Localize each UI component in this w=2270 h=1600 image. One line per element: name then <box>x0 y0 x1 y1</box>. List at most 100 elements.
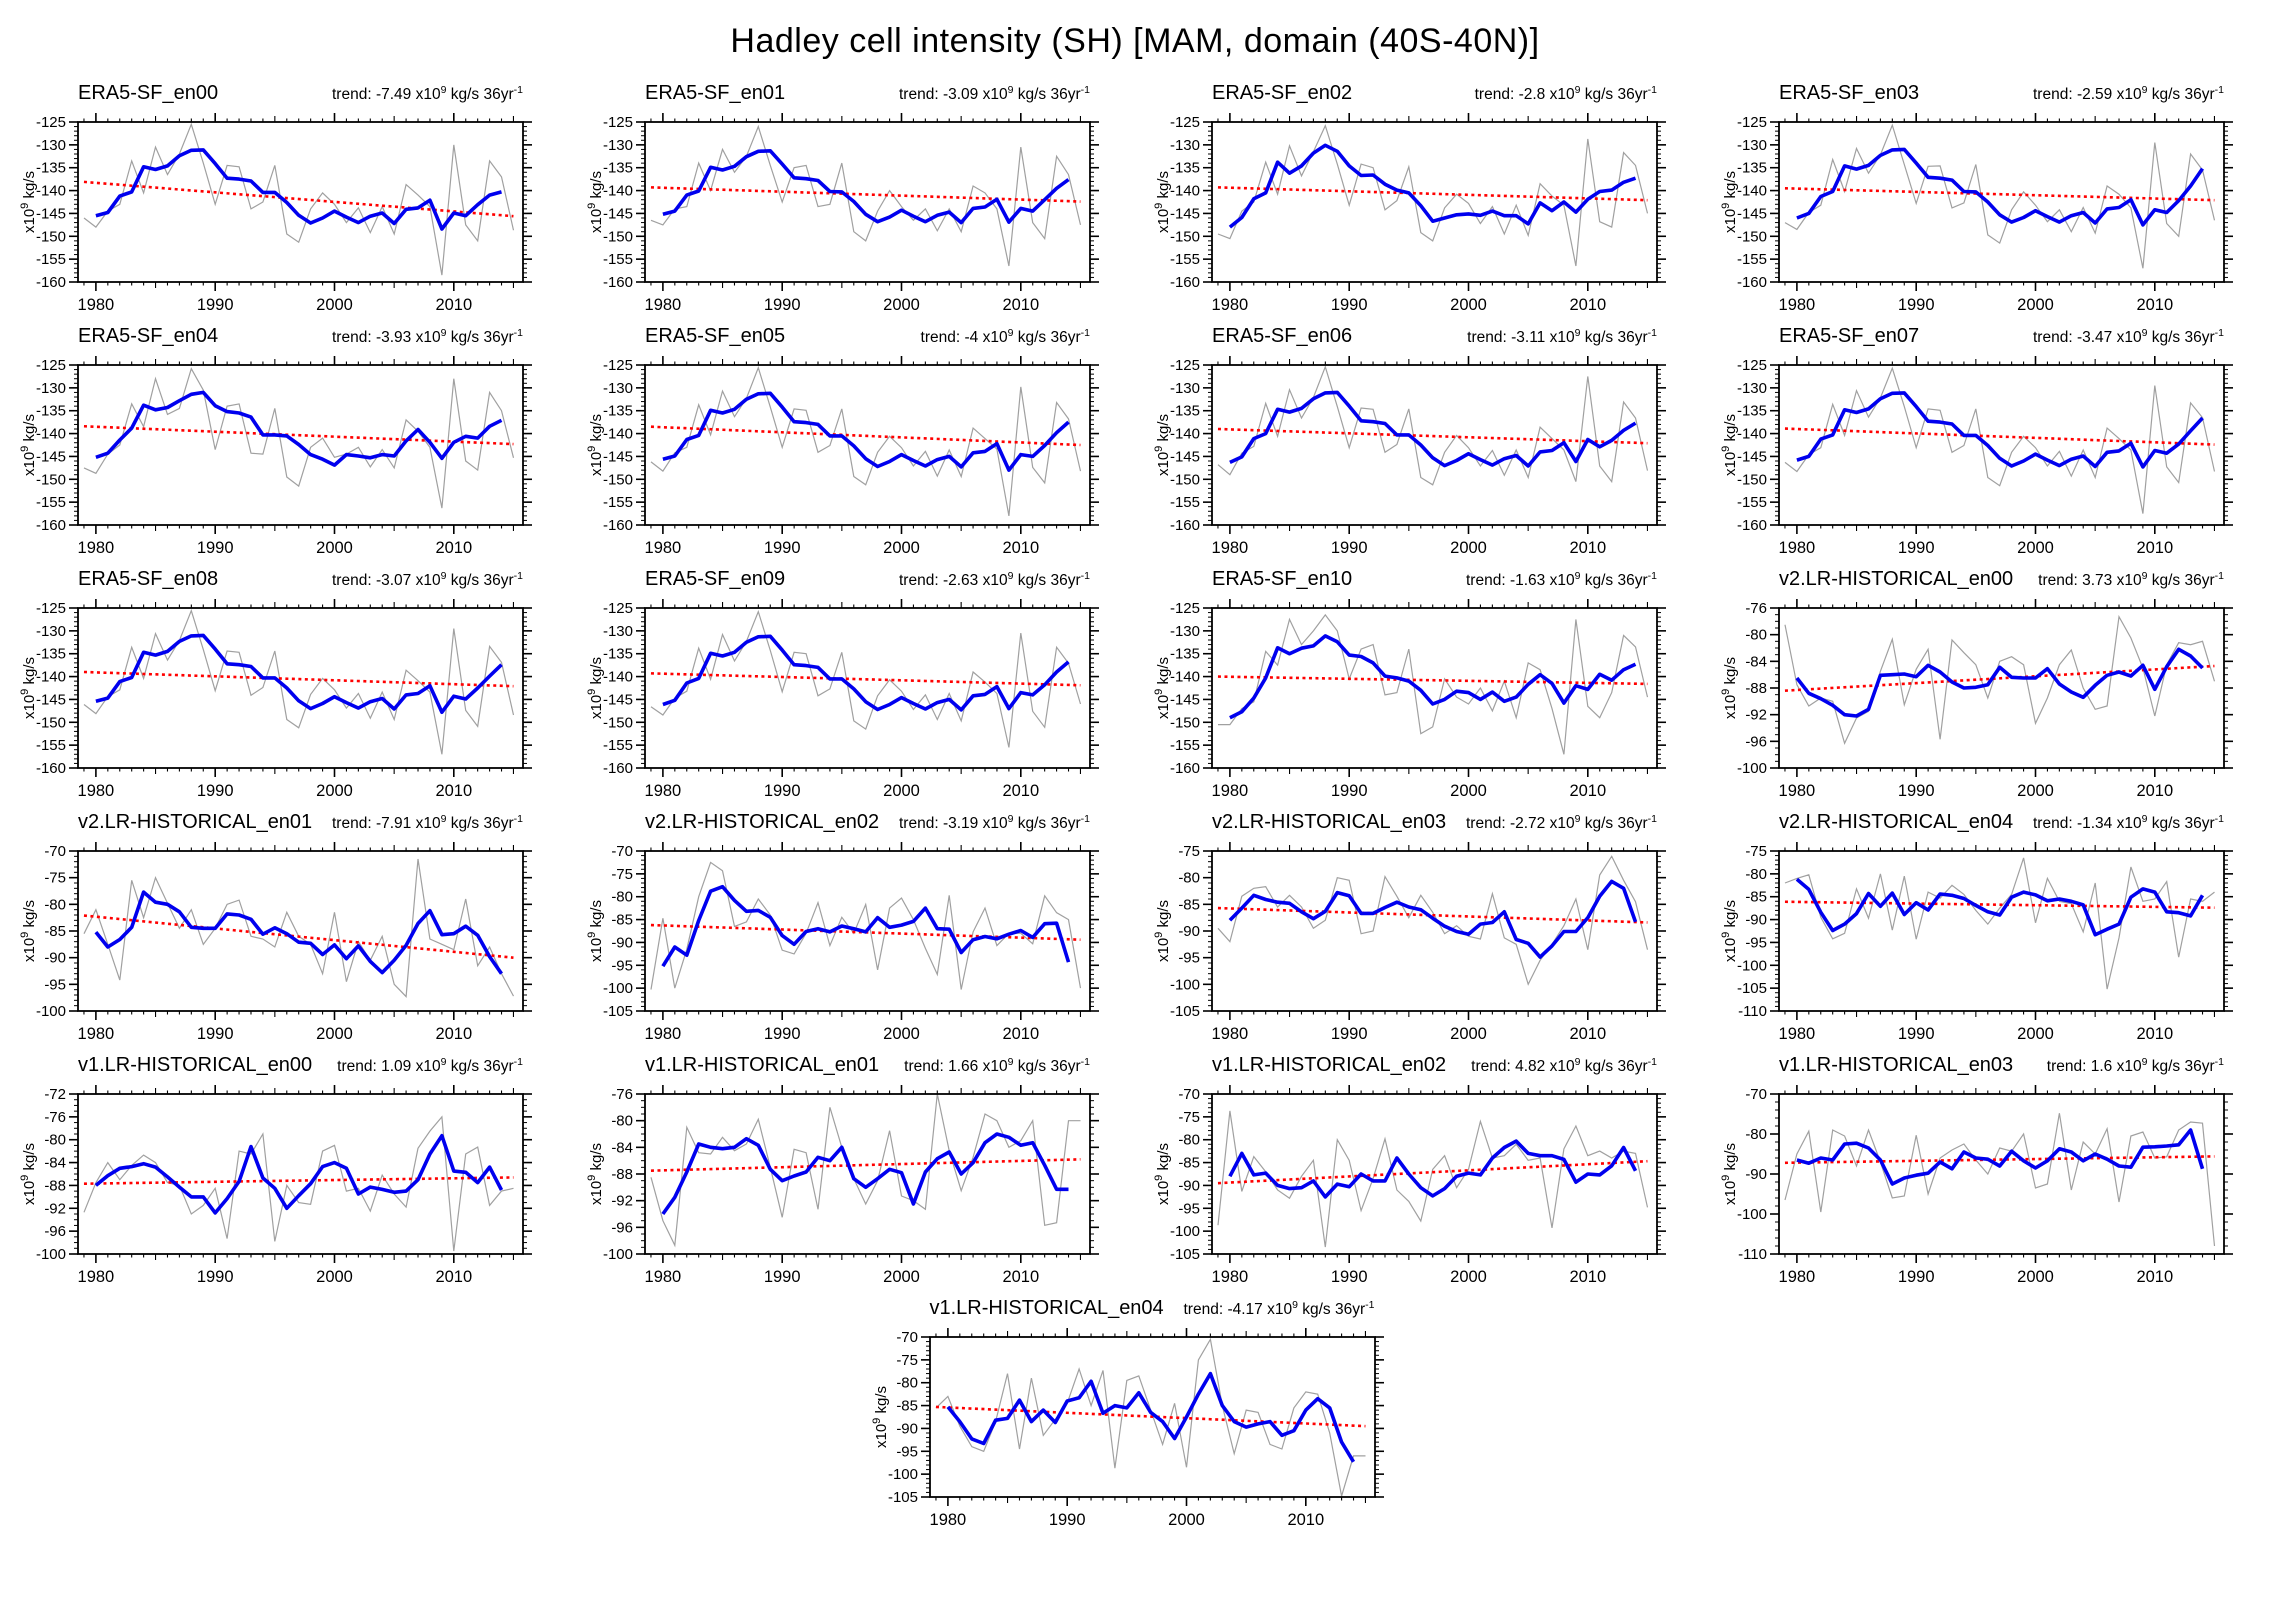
x-tick-label: 2010 <box>2136 1025 2173 1043</box>
panel-row: ERA5-SF_en08 trend: -3.07 x109 kg/s 36yr-… <box>0 568 2270 811</box>
x-tick-label: 2000 <box>2017 1268 2054 1286</box>
trend-annotation-part: trend: <box>2033 329 2077 346</box>
y-tick-label: -75 <box>611 866 633 883</box>
y-tick-label: -145 <box>1737 205 1767 222</box>
x-tick-label: 1990 <box>1331 1025 1368 1043</box>
chart-era5-sf-en05: 1980 1990 2000 2010 -125 -130 -135 -140 -145 -150… <box>586 356 1099 557</box>
panel-header: v1.LR-HISTORICAL_en00 trend: 1.09 x109 kg… <box>0 1054 567 1082</box>
y-tick-label: -70 <box>896 1329 918 1346</box>
x-tick-label: 1980 <box>1779 1025 1816 1043</box>
trend-annotation-part: kg/s 36yr <box>446 1058 514 1075</box>
panel-row: ERA5-SF_en04 trend: -3.93 x109 kg/s 36yr-… <box>0 325 2270 568</box>
trend-line <box>650 1158 1081 1172</box>
x-tick-label: 1990 <box>1048 1511 1085 1529</box>
smoothed-series-line <box>95 633 503 714</box>
y-tick-label: -160 <box>1737 274 1767 291</box>
y-tick-label: -125 <box>1170 114 1200 131</box>
panel-v2-lr-historical-en03: v2.LR-HISTORICAL_en03 trend: -2.72 x109 k… <box>1134 811 1701 1054</box>
trend-annotation-part: 9 <box>440 812 447 825</box>
y-tick-label: -100 <box>36 1246 66 1263</box>
panel-header: ERA5-SF_en01 trend: -3.09 x109 kg/s 36yr-… <box>567 82 1134 110</box>
smoothed-series-line <box>1795 647 2204 718</box>
raw-series-line <box>1217 364 1649 486</box>
chart-v1-lr-historical-en02: 1980 1990 2000 2010 -70 -75 -80 -85 -90 -95 -100 -1… <box>1153 1085 1666 1286</box>
plot-frame <box>1211 850 1658 1012</box>
smoothed-series-line <box>1229 390 1637 468</box>
trend-annotation-part: trend: <box>337 1058 382 1075</box>
trend-annotation-part: kg/s 36yr <box>1013 329 1081 346</box>
y-tick-label: -155 <box>603 251 633 268</box>
y-tick-label: -95 <box>44 976 66 993</box>
x-tick-label: 1980 <box>645 296 682 314</box>
x-tick-label: 1980 <box>1779 296 1816 314</box>
y-tick-label: -135 <box>36 160 66 177</box>
trend-annotation-part: trend: <box>2033 86 2077 103</box>
x-tick-label: 2010 <box>1569 296 1606 314</box>
trend-annotation-part: x10 <box>411 572 441 589</box>
trend-annotation-part: -1 <box>513 326 523 339</box>
trend-annotation-part: kg/s 36yr <box>446 329 514 346</box>
panel-title: ERA5-SF_en10 <box>1212 568 1353 590</box>
trend-annotation-part: -1 <box>1080 83 1090 96</box>
panel-title: v2.LR-HISTORICAL_en03 <box>1212 811 1447 833</box>
y-tick-label: -150 <box>603 471 633 488</box>
y-tick-label: -140 <box>1170 183 1200 200</box>
plot-frame <box>1778 121 2225 283</box>
plot-frame <box>644 364 1091 526</box>
smoothed-series-line <box>1229 634 1637 720</box>
panel-title: ERA5-SF_en04 <box>78 325 219 347</box>
trend-annotation: trend: 1.66 x109 kg/s 36yr-1 <box>904 1056 1090 1076</box>
chart-era5-sf-en03: 1980 1990 2000 2010 -125 -130 -135 -140 -145 -150… <box>1720 113 2233 314</box>
trend-annotation-part: -1 <box>2214 569 2224 582</box>
trend-annotation-part: kg/s 36yr <box>1297 1301 1366 1318</box>
trend-annotation-part: kg/s 36yr <box>1580 329 1648 346</box>
trend-line <box>1217 675 1648 686</box>
y-tick-label: -140 <box>1170 426 1200 443</box>
y-tick-label: -140 <box>603 669 633 686</box>
trend-annotation-part: 1.6 <box>2090 1058 2113 1075</box>
y-tick-label: -135 <box>1170 160 1200 177</box>
trend-annotation: trend: -2.8 x109 kg/s 36yr-1 <box>1475 84 1657 104</box>
y-tick-label: -145 <box>603 691 633 708</box>
panel-header: ERA5-SF_en00 trend: -7.49 x109 kg/s 36yr-… <box>0 82 567 110</box>
panel-v1-lr-historical-en01: v1.LR-HISTORICAL_en01 trend: 1.66 x109 kg… <box>567 1054 1134 1297</box>
y-tick-label: -125 <box>603 600 633 617</box>
y-axis-unit-label: x109 kg/s <box>1153 900 1172 962</box>
y-tick-label: -105 <box>603 1003 633 1020</box>
trend-annotation-part: x10 <box>978 86 1008 103</box>
trend-annotation-part: trend: <box>332 815 376 832</box>
y-tick-label: -130 <box>1170 137 1200 154</box>
y-tick-label: -80 <box>44 1132 66 1149</box>
chart-v2-lr-historical-en03: 1980 1990 2000 2010 -75 -80 -85 -90 -95 -100 -105 x… <box>1153 842 1666 1043</box>
panel-header: v2.LR-HISTORICAL_en01 trend: -7.91 x109 k… <box>0 811 567 839</box>
panel-title: ERA5-SF_en06 <box>1212 325 1353 347</box>
trend-annotation: trend: -7.91 x109 kg/s 36yr-1 <box>332 813 523 833</box>
smoothed-series-line <box>661 884 1071 968</box>
y-axis-unit-label: x109 kg/s <box>871 1386 890 1448</box>
x-tick-label: 2000 <box>316 1025 353 1043</box>
y-tick-label: -80 <box>611 889 633 906</box>
smoothed-series-line <box>1228 879 1638 959</box>
y-tick-label: -100 <box>1737 1206 1767 1223</box>
panel-era5-sf-en09: ERA5-SF_en09 trend: -2.63 x109 kg/s 36yr-… <box>567 568 1134 811</box>
trend-annotation-part: kg/s 36yr <box>2147 572 2215 589</box>
panel-title: v2.LR-HISTORICAL_en00 <box>1779 568 2014 590</box>
y-tick-label: -130 <box>1737 380 1767 397</box>
trend-annotation-part: -2.59 <box>2076 86 2113 103</box>
y-tick-label: -95 <box>1178 1200 1200 1217</box>
x-tick-label: 2010 <box>1002 1268 1039 1286</box>
y-tick-label: -75 <box>896 1352 918 1369</box>
chart-era5-sf-en07: 1980 1990 2000 2010 -125 -130 -135 -140 -145 -150… <box>1720 356 2233 557</box>
x-tick-label: 1990 <box>197 782 234 800</box>
chart-era5-sf-en00: 1980 1990 2000 2010 -125 -130 -135 -140 -145 -150… <box>19 113 532 314</box>
raw-series-line <box>1218 613 1649 755</box>
trend-annotation: trend: -3.93 x109 kg/s 36yr-1 <box>332 327 523 347</box>
panel-header: v2.LR-HISTORICAL_en00 trend: 3.73 x109 kg… <box>1701 568 2268 596</box>
y-tick-label: -85 <box>1178 896 1200 913</box>
y-tick-label: -145 <box>36 448 66 465</box>
y-tick-label: -76 <box>44 1109 66 1126</box>
y-axis-unit-label: x109 kg/s <box>1720 171 1739 233</box>
x-tick-label: 1980 <box>78 1268 115 1286</box>
smoothed-series-line <box>662 148 1070 225</box>
raw-series-line <box>650 365 1082 517</box>
